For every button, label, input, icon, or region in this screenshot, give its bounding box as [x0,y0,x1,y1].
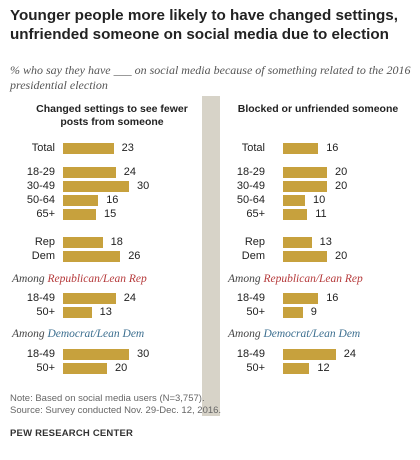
row-label: Total [241,142,265,154]
row-label: 18-49 [236,348,265,360]
bar [283,237,312,248]
group-prefix: Among [228,273,264,285]
bar-value: 24 [123,166,137,178]
panel-title-unfriended: Blocked or unfriended someone [237,103,399,115]
row-label: 18-29 [26,166,55,178]
bar [283,167,327,178]
bar [283,195,305,206]
group-label-rep: Among Republican/Lean Rep [12,273,147,286]
bar [63,195,99,206]
row-label: 65+ [246,208,265,220]
bar-value: 16 [106,194,119,206]
row-label: 18-49 [236,292,265,304]
bar [283,307,303,318]
bar [63,293,116,304]
bar-value: 24 [343,348,357,360]
group-prefix: Among [228,328,264,340]
row-label: 30-49 [26,180,55,192]
row-label: Rep [34,236,55,248]
bar-value: 16 [326,292,339,304]
bar [63,251,121,262]
row-label: 30-49 [236,180,265,192]
bar-value: 16 [326,142,339,154]
bar [283,209,308,220]
bar [63,363,107,374]
group-name: Democrat/Lean Dem [47,328,145,340]
bar-value: 9 [310,306,317,318]
row-label: Dem [31,250,55,262]
bar [283,293,319,304]
bar [283,349,336,360]
row-label: 18-29 [236,166,265,178]
panel-title-changed-settings: Changed settings to see fewer posts from… [36,103,188,128]
bar [283,181,327,192]
bar-value: 30 [137,180,150,192]
group-name: Democrat/Lean Dem [263,328,361,340]
row-label: 18-49 [26,348,55,360]
bar [63,237,103,248]
row-label: 50+ [246,362,265,374]
footnote: Note: Based on social media users (N=3,7… [10,393,205,404]
bar-value: 24 [123,292,137,304]
row-label: 18-49 [26,292,55,304]
group-label-dem: Among Democrat/Lean Dem [12,328,144,341]
bar-value: 20 [335,166,348,178]
source-line: Source: Survey conducted Nov. 29-Dec. 12… [10,405,222,416]
row-label: Dem [241,250,265,262]
pew-logo-text: PEW RESEARCH CENTER [10,428,134,439]
bar [283,363,310,374]
group-prefix: Among [12,273,48,285]
row-label: 65+ [36,208,55,220]
bar-value: 13 [99,306,112,318]
row-label: Total [31,142,55,154]
bar-value: 20 [115,362,128,374]
group-name: Republican/Lean Rep [263,273,363,285]
group-prefix: Among [12,328,48,340]
row-label: 50-64 [26,194,55,206]
bar [63,167,116,178]
panel-divider [202,96,220,416]
bar-value: 26 [128,250,141,262]
bar [63,349,129,360]
bar-value: 12 [317,362,330,374]
chart-subtitle: % who say they have ___ on social media … [10,63,411,92]
group-label-dem: Among Democrat/Lean Dem [228,328,360,341]
row-label: 50+ [36,306,55,318]
chart-title: Younger people more likely to have chang… [10,7,398,43]
row-label: 50-64 [236,194,265,206]
group-name: Republican/Lean Rep [47,273,147,285]
bar [63,181,129,192]
bar-value: 30 [137,348,150,360]
bar [63,307,92,318]
bar-value: 10 [313,194,326,206]
bar [283,143,319,154]
bar [63,209,96,220]
row-label: Rep [244,236,265,248]
row-label: 50+ [36,362,55,374]
bar-value: 11 [315,208,327,220]
bar-value: 20 [335,180,348,192]
bar-value: 23 [121,142,134,154]
bar-value: 20 [335,250,348,262]
bar-value: 15 [104,208,117,220]
bar [283,251,327,262]
group-label-rep: Among Republican/Lean Rep [228,273,363,286]
bar [63,143,114,154]
bar-value: 18 [110,236,123,248]
bar-value: 13 [319,236,332,248]
row-label: 50+ [246,306,265,318]
